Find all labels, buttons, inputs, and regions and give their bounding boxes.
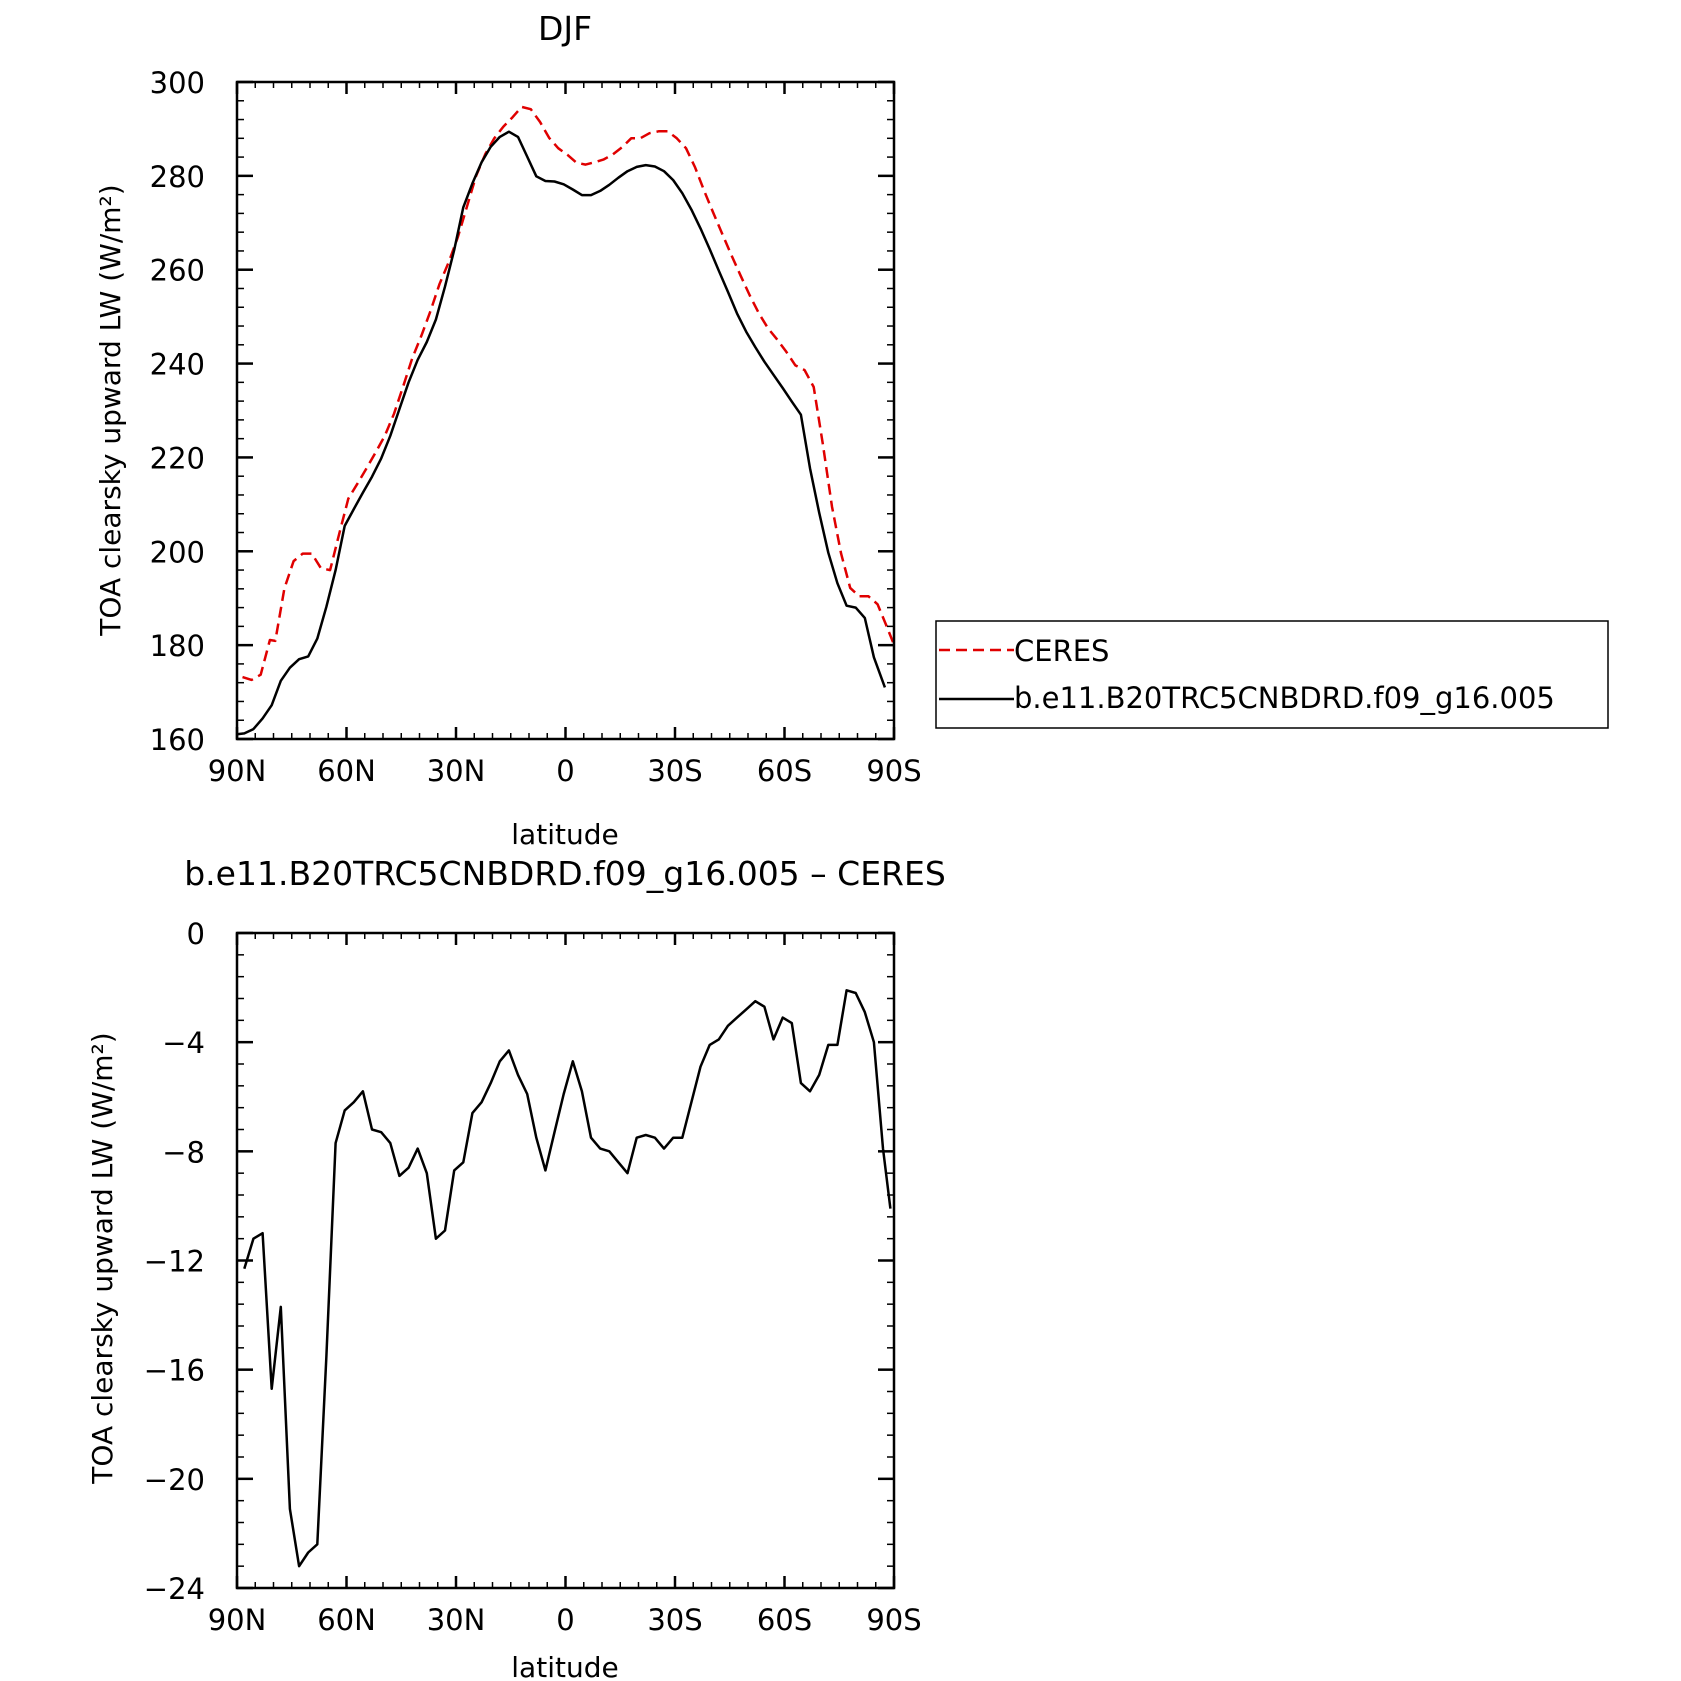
- x-tick-label: 0: [556, 754, 574, 788]
- top-panel: DJF 90N 60N 30N 0 30S 60S 90S 160 180 200 220 240 26…: [94, 9, 922, 851]
- legend-label-model: b.e11.B20TRC5CNBDRD.f09_g16.005: [1014, 681, 1555, 715]
- y-tick-label: −16: [144, 1354, 205, 1388]
- y-tick-label: 180: [150, 629, 205, 663]
- x-tick-label: 90N: [208, 754, 267, 788]
- legend-box: [935, 620, 1609, 729]
- y-tick-label: 0: [187, 917, 205, 951]
- y-tick-label: −8: [162, 1135, 205, 1169]
- y-tick-label: 160: [150, 723, 205, 757]
- top-panel-y-axis-label: TOA clearsky upward LW (W/m²): [94, 184, 127, 636]
- bottom-panel: b.e11.B20TRC5CNBDRD.f09_g16.005 – CERES …: [86, 854, 946, 1681]
- bottom-panel-ticks: [235, 931, 896, 1590]
- top-panel-tick-labels: 90N 60N 30N 0 30S 60S 90S 160 180 200 220 240 260 280…: [150, 66, 922, 788]
- x-tick-label: 60S: [757, 1603, 812, 1637]
- x-tick-label: 30S: [647, 1603, 702, 1637]
- x-tick-label: 0: [556, 1603, 574, 1637]
- x-tick-label: 60S: [757, 754, 812, 788]
- panel-0-series-0-line: [242, 105, 896, 682]
- x-tick-label: 60N: [317, 754, 376, 788]
- y-tick-label: −20: [144, 1463, 205, 1497]
- x-tick-label: 90S: [866, 754, 921, 788]
- legend: CERES b.e11.B20TRC5CNBDRD.f09_g16.005: [935, 620, 1609, 729]
- y-tick-label: 220: [150, 441, 205, 475]
- y-tick-label: −12: [144, 1245, 205, 1279]
- x-tick-label: 30N: [427, 1603, 486, 1637]
- bottom-panel-tick-labels: 90N 60N 30N 0 30S 60S 90S −24 −20 −16 −12 −8 −4 0: [144, 917, 922, 1637]
- top-panel-plot-area: [235, 80, 896, 741]
- x-tick-label: 90N: [208, 1603, 267, 1637]
- x-tick-label: 30N: [427, 754, 486, 788]
- panel-1-series-0-line: [243, 989, 892, 1568]
- y-tick-label: −4: [162, 1026, 205, 1060]
- y-tick-label: 200: [150, 535, 205, 569]
- y-tick-label: −24: [144, 1572, 205, 1606]
- y-tick-label: 300: [150, 66, 205, 100]
- x-tick-label: 60N: [317, 1603, 376, 1637]
- y-tick-label: 240: [150, 348, 205, 382]
- x-tick-label: 90S: [866, 1603, 921, 1637]
- top-panel-x-axis-label: latitude: [511, 818, 618, 851]
- y-tick-label: 260: [150, 254, 205, 288]
- top-panel-ticks: [235, 80, 896, 741]
- legend-label-ceres: CERES: [1014, 634, 1109, 668]
- bottom-panel-series-group: [243, 989, 892, 1568]
- panel-0-series-1-line: [236, 130, 887, 736]
- y-tick-label: 280: [150, 160, 205, 194]
- x-tick-label: 30S: [647, 754, 702, 788]
- top-panel-series-group: [236, 105, 896, 736]
- bottom-panel-title: b.e11.B20TRC5CNBDRD.f09_g16.005 – CERES: [184, 854, 946, 893]
- bottom-panel-y-axis-label: TOA clearsky upward LW (W/m²): [86, 1032, 119, 1484]
- bottom-panel-x-axis-label: latitude: [511, 1651, 618, 1681]
- top-panel-title: DJF: [538, 9, 592, 48]
- bottom-panel-plot-area: [235, 931, 896, 1590]
